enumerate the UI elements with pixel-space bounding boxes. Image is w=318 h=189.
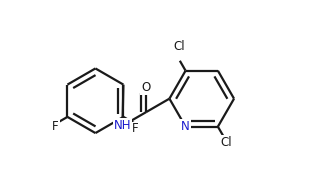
- Text: F: F: [52, 120, 59, 133]
- Text: Cl: Cl: [220, 136, 232, 149]
- Text: Cl: Cl: [174, 40, 185, 53]
- Text: F: F: [132, 122, 139, 136]
- Text: NH: NH: [114, 119, 131, 132]
- Text: O: O: [141, 81, 151, 94]
- Text: N: N: [181, 120, 190, 133]
